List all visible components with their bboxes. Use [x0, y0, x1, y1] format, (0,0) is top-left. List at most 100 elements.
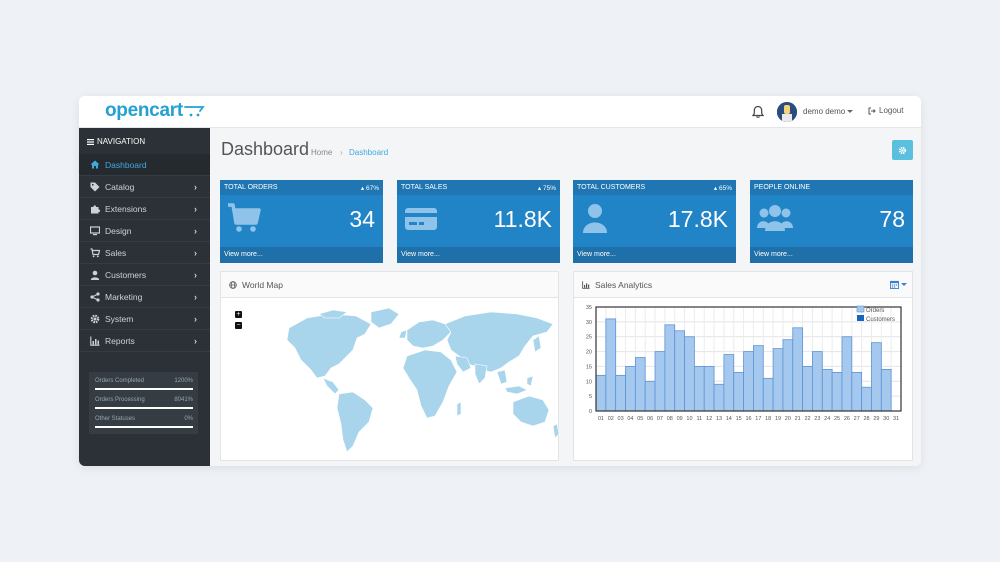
progress-bar: [95, 426, 193, 428]
zoom-in-button[interactable]: +: [235, 311, 242, 318]
sidebar-item-extensions[interactable]: Extensions ›: [79, 198, 210, 220]
legend-swatch-orders: [856, 305, 865, 313]
y-tick-label: 30: [586, 320, 592, 326]
sidebar-item-label: Sales: [105, 247, 127, 258]
users-icon: [757, 203, 793, 238]
logout-label: Logout: [879, 106, 904, 115]
x-tick-label: 04: [627, 416, 633, 422]
sidebar-item-marketing[interactable]: Marketing ›: [79, 286, 210, 308]
sidebar-item-system[interactable]: System ›: [79, 308, 210, 330]
zoom-out-button[interactable]: −: [235, 322, 242, 329]
caret-down-icon: [901, 283, 907, 286]
x-tick-label: 15: [736, 416, 742, 422]
tile-footer: View more...: [397, 247, 560, 263]
tile-footer: View more...: [220, 247, 383, 263]
view-more-link[interactable]: View more...: [401, 251, 440, 258]
sidebar-item-label: System: [105, 313, 134, 324]
chevron-down-icon[interactable]: [847, 110, 853, 113]
progress-bar: [95, 388, 193, 390]
x-tick-label: 03: [618, 416, 624, 422]
x-tick-label: 06: [647, 416, 653, 422]
y-tick-label: 15: [586, 364, 592, 370]
tag-icon: [89, 181, 100, 192]
sidebar-item-catalog[interactable]: Catalog ›: [79, 176, 210, 198]
sidebar-item-dashboard[interactable]: Dashboard: [79, 154, 210, 176]
sign-out-icon: [868, 107, 876, 114]
x-tick-label: 08: [667, 416, 673, 422]
tile-header: TOTAL ORDERS ▴ 67%: [220, 180, 383, 195]
order-status-box: Orders Completed 1200% Orders Processing…: [89, 372, 198, 434]
tile-change: ▴ 67%: [360, 185, 379, 192]
progress-fill: [95, 388, 193, 390]
x-tick-label: 05: [637, 416, 643, 422]
x-tick-label: 30: [883, 416, 889, 422]
status-value: 0%: [184, 416, 193, 422]
x-tick-label: 20: [785, 416, 791, 422]
breadcrumb-dashboard[interactable]: Dashboard: [349, 148, 389, 157]
legend-swatch-customers: [857, 315, 864, 321]
tile-header: PEOPLE ONLINE: [750, 180, 913, 195]
sidebar-item-label: Marketing: [105, 291, 143, 302]
opencart-logo[interactable]: opencart: [105, 101, 206, 121]
y-tick-label: 25: [586, 335, 592, 341]
bar-orders: [762, 377, 774, 412]
logo-text: opencart: [105, 100, 183, 121]
main-content: Dashboard Home › Dashboard TOTAL ORDERS …: [210, 128, 921, 466]
puzzle-icon: [89, 203, 100, 214]
bar-orders: [880, 369, 892, 412]
sidebar-item-label: Dashboard: [105, 159, 147, 170]
x-tick-label: 28: [864, 416, 870, 422]
x-tick-label: 11: [696, 416, 702, 422]
chevron-right-icon: ›: [194, 203, 197, 214]
tile-change-value: 75%: [542, 185, 556, 192]
settings-button[interactable]: [892, 140, 913, 160]
view-more-link[interactable]: View more...: [577, 251, 616, 258]
breadcrumb-home[interactable]: Home: [311, 148, 333, 157]
breadcrumb-separator: ›: [340, 148, 343, 157]
status-label: Orders Processing: [95, 397, 145, 403]
avatar[interactable]: [777, 102, 797, 122]
x-tick-label: 10: [686, 416, 692, 422]
tile-people-online: PEOPLE ONLINE 78 View more...: [750, 180, 913, 263]
x-tick-label: 09: [677, 416, 683, 422]
sidebar-item-reports[interactable]: Reports ›: [79, 330, 210, 352]
x-tick-label: 17: [755, 416, 761, 422]
chevron-right-icon: ›: [194, 313, 197, 324]
legend-label-customers: Customers: [866, 317, 895, 323]
sidebar-item-sales[interactable]: Sales ›: [79, 242, 210, 264]
view-more-link[interactable]: View more...: [754, 251, 793, 258]
view-more-link[interactable]: View more...: [224, 251, 263, 258]
share-icon: [89, 291, 100, 302]
calendar-icon: [890, 280, 899, 289]
bar-orders: [831, 371, 843, 412]
tile-value: 11.8K: [493, 206, 552, 232]
bell-icon[interactable]: [751, 105, 765, 119]
panel-header: Sales Analytics: [574, 272, 912, 298]
calendar-dropdown[interactable]: [890, 280, 907, 289]
bar-orders: [615, 374, 626, 412]
world-map[interactable]: [261, 306, 561, 456]
user-icon: [89, 269, 100, 280]
x-tick-label: 16: [745, 416, 751, 422]
tile-title: TOTAL ORDERS: [224, 184, 278, 191]
nav-title[interactable]: NAVIGATION: [87, 137, 145, 146]
tile-footer: View more...: [750, 247, 913, 263]
bar-orders: [841, 336, 853, 412]
sidebar-item-customers[interactable]: Customers ›: [79, 264, 210, 286]
sidebar-item-label: Extensions: [105, 203, 147, 214]
x-tick-label: 24: [824, 416, 830, 422]
chevron-right-icon: ›: [194, 181, 197, 192]
tile-footer: View more...: [573, 247, 736, 263]
logout-link[interactable]: Logout: [868, 106, 903, 115]
tile-header: TOTAL CUSTOMERS ▴ 65%: [573, 180, 736, 195]
sidebar-item-design[interactable]: Design ›: [79, 220, 210, 242]
bar-orders: [743, 351, 754, 412]
bar-orders: [634, 357, 646, 412]
page-title: Dashboard: [221, 139, 310, 159]
bar-orders: [802, 366, 813, 412]
nav-title-label: NAVIGATION: [97, 137, 146, 146]
user-menu-name[interactable]: demo demo: [803, 107, 846, 116]
home-icon: [89, 159, 100, 170]
sales-analytics-panel: Sales Analytics 0 5 10 15 20 25 30 35 01 02 03 04 05…: [573, 271, 913, 461]
